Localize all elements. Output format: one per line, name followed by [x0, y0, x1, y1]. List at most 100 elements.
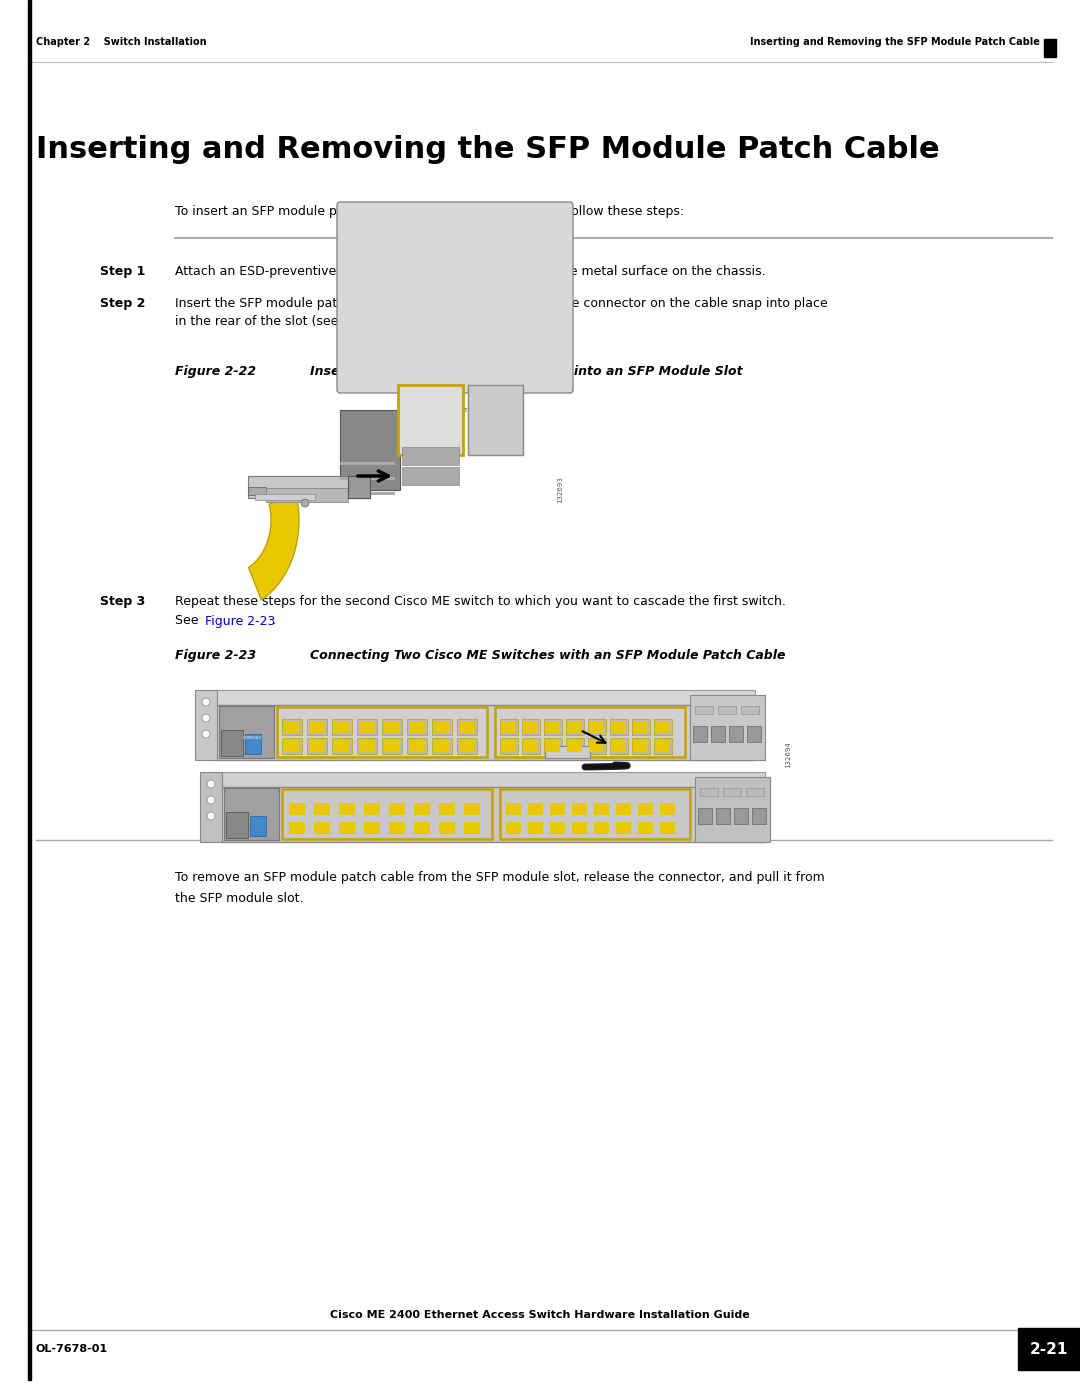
Bar — [457, 738, 477, 754]
Text: See: See — [175, 615, 203, 627]
Bar — [566, 719, 584, 735]
Bar — [654, 738, 672, 754]
Bar — [654, 740, 670, 752]
Bar — [550, 803, 565, 814]
Bar — [690, 694, 765, 760]
Bar — [528, 821, 543, 834]
Text: in the rear of the slot (see: in the rear of the slot (see — [175, 316, 342, 328]
Bar — [219, 705, 274, 759]
Bar — [1018, 1329, 1080, 1370]
Circle shape — [207, 812, 215, 820]
Bar — [309, 721, 325, 733]
Bar — [348, 476, 370, 497]
Text: Inserting and Removing the SFP Module Patch Cable: Inserting and Removing the SFP Module Pa… — [751, 36, 1040, 47]
Text: the SFP module slot.: the SFP module slot. — [175, 891, 303, 904]
Bar — [414, 821, 430, 834]
Bar — [195, 690, 217, 760]
Bar — [660, 821, 675, 834]
Bar — [459, 740, 475, 752]
Text: Inserting and Removing the SFP Module Patch Cable: Inserting and Removing the SFP Module Pa… — [36, 136, 940, 165]
Bar — [282, 719, 302, 735]
Text: Cisco ME 2400 series: Cisco ME 2400 series — [440, 408, 507, 412]
Bar — [364, 821, 380, 834]
Bar — [357, 719, 377, 735]
Bar — [309, 740, 325, 752]
Bar — [507, 821, 521, 834]
Bar — [339, 821, 355, 834]
Bar — [364, 803, 380, 814]
Text: Repeat these steps for the second Cisco ME switch to which you want to cascade t: Repeat these steps for the second Cisco … — [175, 595, 786, 609]
Bar — [464, 821, 480, 834]
Bar — [384, 740, 400, 752]
Bar — [289, 821, 305, 834]
Bar — [741, 705, 759, 714]
Circle shape — [202, 698, 210, 705]
Bar — [594, 803, 609, 814]
Bar — [409, 740, 426, 752]
Bar — [693, 726, 707, 742]
Bar — [220, 787, 765, 842]
Bar — [696, 777, 770, 842]
Polygon shape — [215, 690, 755, 705]
Circle shape — [301, 499, 309, 507]
Bar — [638, 821, 653, 834]
Bar — [500, 789, 690, 840]
Text: Attach an ESD-preventive wrist strap to your wrist and to a bare metal surface o: Attach an ESD-preventive wrist strap to … — [175, 265, 766, 278]
Bar — [572, 803, 588, 814]
Bar — [567, 740, 582, 752]
Bar — [734, 807, 748, 824]
Bar — [314, 821, 330, 834]
Bar — [610, 719, 627, 735]
Text: OL-7678-01: OL-7678-01 — [36, 1344, 108, 1354]
Text: Figure 2-22: Figure 2-22 — [347, 316, 417, 328]
Bar — [224, 788, 279, 840]
Bar — [746, 788, 764, 796]
Bar — [248, 488, 266, 495]
Bar — [459, 721, 475, 733]
Bar — [588, 719, 606, 735]
Text: 2-21: 2-21 — [1030, 1341, 1068, 1356]
Bar — [500, 719, 518, 735]
Bar — [522, 719, 540, 735]
Bar — [307, 719, 327, 735]
Text: 132694: 132694 — [785, 742, 791, 768]
Bar — [611, 740, 626, 752]
Bar — [334, 740, 350, 752]
Bar — [248, 476, 368, 497]
Circle shape — [207, 796, 215, 805]
Bar — [284, 721, 300, 733]
Bar — [528, 803, 543, 814]
Bar — [567, 721, 582, 733]
Circle shape — [202, 731, 210, 738]
FancyBboxPatch shape — [337, 203, 573, 393]
Bar — [409, 721, 426, 733]
Bar — [464, 803, 480, 814]
Bar — [384, 721, 400, 733]
Bar — [544, 719, 562, 735]
Bar — [284, 740, 300, 752]
Text: To insert an SFP module patch cable into the SFP module slot, follow these steps: To insert an SFP module patch cable into… — [175, 205, 684, 218]
Bar — [633, 721, 648, 733]
Bar — [434, 740, 450, 752]
Bar — [718, 705, 735, 714]
Bar — [438, 803, 455, 814]
Bar — [545, 740, 561, 752]
Bar — [382, 738, 402, 754]
Bar — [633, 740, 648, 752]
Text: Inserting an SFP Module Patch Cable into an SFP Module Slot: Inserting an SFP Module Patch Cable into… — [310, 366, 743, 379]
Bar — [500, 738, 518, 754]
Bar — [332, 719, 352, 735]
Bar — [522, 738, 540, 754]
Bar — [1044, 39, 1056, 57]
Circle shape — [207, 780, 215, 788]
Text: Figure 2-22: Figure 2-22 — [175, 366, 256, 379]
Bar — [389, 803, 405, 814]
Bar — [457, 719, 477, 735]
Bar — [589, 721, 604, 733]
Bar — [434, 721, 450, 733]
Bar — [545, 746, 590, 759]
Polygon shape — [220, 773, 765, 787]
Bar — [566, 738, 584, 754]
Bar — [402, 467, 459, 485]
Bar — [660, 803, 675, 814]
